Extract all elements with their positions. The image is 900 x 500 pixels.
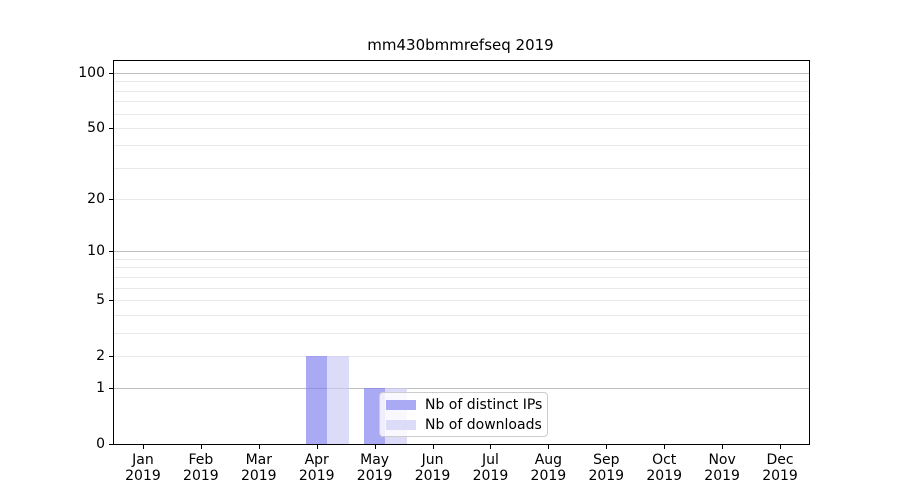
y-tick-label: 0: [96, 436, 105, 452]
x-tick: [316, 444, 318, 449]
legend-swatch-distinct-ips: [386, 399, 416, 410]
x-tick-label: Aug 2019: [530, 452, 567, 484]
y-gridline-minor: [114, 258, 809, 260]
y-tick: [109, 299, 114, 301]
x-tick-label: Oct 2019: [646, 452, 683, 484]
y-tick: [109, 199, 114, 201]
y-gridline-major: [114, 73, 809, 74]
x-tick-label: Jan 2019: [125, 452, 161, 484]
plot-area: Nb of distinct IPs Nb of downloads 0 1 2 5 1…: [78, 60, 810, 484]
y-tick: [109, 355, 114, 357]
x-tick-label: Feb 2019: [183, 452, 219, 484]
y-tick: [109, 444, 114, 445]
x-tick: [258, 444, 260, 449]
x-tick-label: Jul 2019: [472, 452, 509, 484]
x-tick: [606, 444, 608, 449]
y-tick-label: 5: [96, 291, 105, 308]
y-tick: [109, 127, 114, 129]
y-gridline-minor: [114, 287, 809, 289]
legend-label-downloads: Nb of downloads: [425, 416, 542, 433]
legend-label-distinct-ips: Nb of distinct IPs: [425, 396, 543, 413]
x-tick-label: Sep 2019: [588, 452, 625, 484]
y-gridline-minor: [114, 167, 809, 169]
y-tick: [109, 388, 114, 390]
y-tick-label: 100: [78, 65, 105, 81]
y-tick-label: 50: [87, 119, 105, 136]
x-tick: [780, 444, 782, 449]
y-gridline-minor: [114, 90, 809, 92]
x-tick: [664, 444, 666, 449]
x-tick: [548, 444, 550, 449]
y-gridline-minor: [114, 101, 809, 103]
bar-distinct-ips: [305, 355, 328, 444]
legend: Nb of distinct IPs Nb of downloads: [379, 392, 548, 437]
y-tick-label: 2: [96, 347, 105, 364]
y-tick-label: 10: [87, 243, 105, 260]
x-tick-label: Mar 2019: [240, 452, 277, 484]
x-tick: [200, 444, 202, 449]
x-tick-label: May 2019: [356, 452, 393, 484]
x-tick: [722, 444, 724, 449]
y-gridline-minor: [114, 355, 809, 357]
y-gridline-minor: [114, 113, 809, 115]
y-tick: [109, 251, 114, 253]
y-gridline-major: [114, 388, 809, 390]
y-gridline-minor: [114, 81, 809, 83]
x-tick: [432, 444, 434, 449]
legend-item-downloads: Nb of downloads: [386, 417, 547, 433]
chart-title: mm430bmmrefseq 2019: [367, 36, 554, 54]
x-tick: [374, 444, 376, 449]
x-tick: [490, 444, 492, 449]
x-tick-label: Nov 2019: [704, 452, 740, 484]
legend-item-distinct-ips: Nb of distinct IPs: [386, 397, 547, 413]
y-tick: [109, 73, 114, 74]
x-tick-label: Dec 2019: [762, 452, 798, 484]
y-gridline-minor: [114, 299, 809, 301]
y-gridline-minor: [114, 276, 809, 278]
x-tick-label: Apr 2019: [298, 452, 335, 484]
y-tick-label: 20: [87, 191, 105, 208]
bar-downloads: [327, 355, 349, 444]
y-gridline-minor: [114, 127, 809, 129]
y-gridline-minor: [114, 332, 809, 334]
y-gridline-minor: [114, 314, 809, 316]
y-gridline-minor: [114, 145, 809, 147]
x-tick: [142, 444, 144, 449]
legend-swatch-downloads: [386, 419, 416, 430]
x-tick-label: Jun 2019: [414, 452, 451, 484]
y-tick-label: 1: [96, 380, 105, 397]
y-gridline-minor: [114, 267, 809, 269]
y-gridline-minor: [114, 199, 809, 201]
y-gridline-major: [114, 251, 809, 253]
